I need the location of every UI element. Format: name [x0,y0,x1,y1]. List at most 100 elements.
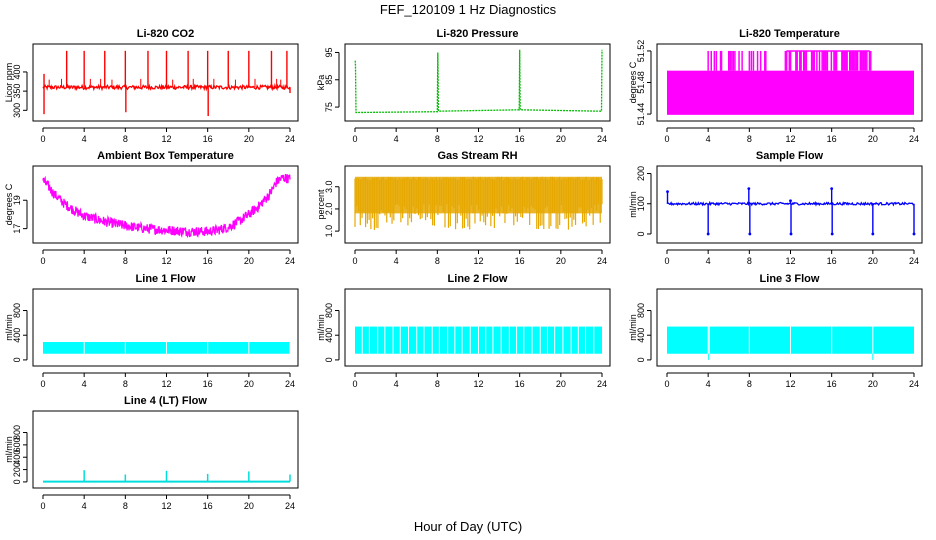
x-tick-label: 8 [435,256,440,266]
panel-title: Li-820 Pressure [437,28,519,40]
x-tick-label: 0 [352,379,357,389]
y-tick-label: 350 [12,84,22,99]
panel-title: Li-820 Temperature [739,28,840,40]
panel-sample-flow: Sample Flow ml/min 0 4 8 12 16 20 24 0 100 200 [628,150,923,266]
x-tick-label: 12 [473,379,483,389]
y-tick-label: 600 [12,437,22,452]
x-tick-label: 12 [161,379,171,389]
y-tick-label: 400 [12,328,22,343]
x-tick-label: 16 [203,501,213,511]
x-tick-label: 8 [747,134,752,144]
y-axis-label: ml/min [628,191,638,218]
y-tick-label: 2.0 [324,203,334,216]
event-point [706,232,710,236]
panel-line1: Line 1 Flow ml/min 0 4 8 12 16 20 24 0 400 800 [4,273,299,389]
x-tick-label: 20 [868,256,878,266]
event-point [830,232,834,236]
x-tick-label: 20 [868,379,878,389]
x-tick-label: 4 [706,134,711,144]
panel-rh: Gas Stream RH percent 0 4 8 12 16 20 24 1.0 2.0 3.0 [316,150,611,266]
x-tick-label: 16 [827,256,837,266]
x-tick-label: 0 [40,379,45,389]
event-point [789,232,793,236]
series-sample-flow [666,187,916,236]
x-tick-label: 4 [706,256,711,266]
x-tick-label: 0 [664,379,669,389]
y-tick-label: 0 [12,479,22,484]
x-tick-label: 24 [285,134,295,144]
x-tick-label: 20 [556,256,566,266]
y-tick-label: 400 [324,328,334,343]
x-tick-label: 24 [597,379,607,389]
x-tick-label: 24 [285,501,295,511]
x-tick-label: 8 [123,501,128,511]
y-axis-label: Licor ppm [4,63,14,103]
y-tick-label: 300 [12,103,22,118]
y-tick-label: 800 [12,425,22,440]
event-point [871,232,875,236]
series-licor-temp [667,50,914,115]
panel-line2: Line 2 Flow ml/min 0 4 8 12 16 20 24 0 400 800 [316,273,611,389]
x-tick-label: 0 [352,134,357,144]
y-axis-label: ml/min [4,314,14,341]
x-tick-label: 20 [244,379,254,389]
y-tick-label: 400 [12,64,22,79]
x-tick-label: 4 [394,256,399,266]
x-tick-label: 20 [868,134,878,144]
x-tick-label: 16 [515,256,525,266]
plot-frame [32,165,299,244]
panel-title: Line 1 Flow [136,273,196,285]
x-tick-label: 4 [82,379,87,389]
x-tick-label: 8 [747,379,752,389]
x-tick-label: 12 [161,134,171,144]
y-tick-label: 1.0 [324,225,334,238]
plot-frame [32,43,299,122]
x-tick-label: 12 [473,134,483,144]
panel-title: Line 2 Flow [448,273,508,285]
x-tick-label: 8 [123,134,128,144]
x-tick-label: 12 [785,256,795,266]
x-tick-label: 24 [285,379,295,389]
x-tick-label: 24 [597,256,607,266]
plot-frame [32,410,299,489]
fill-band [667,70,914,115]
event-point [830,187,834,191]
x-tick-label: 20 [556,379,566,389]
y-axis-label: percent [316,189,326,220]
panel-title: Line 3 Flow [760,273,820,285]
event-point [748,232,752,236]
panel-title: Li-820 CO2 [137,28,194,40]
y-tick-label: 95 [324,47,334,57]
y-tick-label: 200 [636,166,646,181]
series-line1 [43,342,291,354]
panel-licor-temp: Li-820 Temperature degrees C 0 4 8 12 16 20 24 51… [628,28,923,144]
x-tick-label: 24 [909,134,919,144]
x-tick-label: 24 [597,134,607,144]
x-tick-label: 24 [909,256,919,266]
y-tick-label: 400 [636,328,646,343]
y-tick-label: 200 [12,462,22,477]
panel-title: Gas Stream RH [437,150,517,162]
y-axis-label: degrees C [4,183,14,225]
x-tick-label: 16 [827,134,837,144]
series-co2 [42,50,291,117]
x-tick-label: 12 [473,256,483,266]
series-box-temp [42,173,291,239]
event-point [747,187,751,191]
y-tick-label: 0 [324,357,334,362]
y-tick-label: 19 [12,195,22,205]
plot-frame [656,288,923,367]
event-point [789,199,792,203]
x-tick-label: 8 [123,256,128,266]
x-tick-label: 20 [244,134,254,144]
figure-title: FEF_120109 1 Hz Diagnostics [380,2,557,17]
series-rh [354,176,603,230]
y-tick-label: 0 [12,357,22,362]
x-tick-label: 0 [352,256,357,266]
y-tick-label: 51.52 [636,40,646,63]
panel-line3: Line 3 Flow ml/min 0 4 8 12 16 20 24 0 400 800 [628,273,923,389]
panel-line4: Line 4 (LT) Flow ml/min 0 4 8 12 16 20 24 0 200400… [4,395,299,511]
panel-pressure: Li-820 Pressure kPa 0 4 8 12 16 20 24 75 85 95 [316,28,611,144]
x-tick-label: 24 [285,256,295,266]
